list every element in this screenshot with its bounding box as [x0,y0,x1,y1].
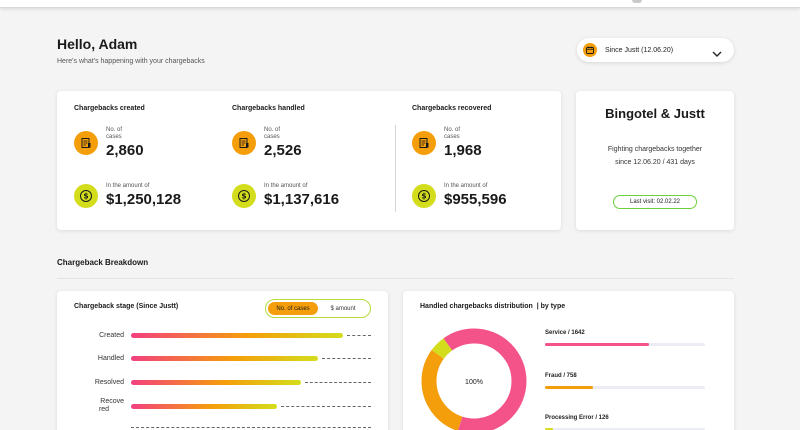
distribution-title: Handled chargebacks distribution | by ty… [420,303,566,310]
legend-item-label: Processing Error / 126 [545,415,609,421]
cases-icon [74,131,98,155]
stat-cases-row: No. of cases 1,968 [412,127,482,159]
stage-bar-label-line: Recove [100,398,124,405]
stat-title: Chargebacks handled [232,105,305,112]
legend-item: Service / 1642 [545,330,705,346]
cases-label: No. of cases [444,127,461,140]
distribution-donut: 100% [421,328,527,430]
last-visit-badge: Last visit: 02.02.22 [613,195,697,209]
dollar-coin-icon: $ [232,183,256,208]
legend-fill [545,386,593,389]
company-tagline: Fighting chargebacks together [607,146,703,153]
legend-fill [545,343,649,346]
svg-text:$: $ [83,191,88,200]
donut-center-label: 100% [465,379,483,386]
page-title: Hello, Adam [57,36,138,52]
page-subtitle: Here's what's happening with your charge… [57,58,205,65]
stats-divider [395,125,396,212]
section-divider [57,278,734,279]
distribution-title-suffix: by type [540,303,566,310]
amount-label: In the amount of [106,183,150,189]
stat-amount-row: $ In the amount of $1,250,128 [74,183,181,208]
stat-cases-row: No. of cases 2,860 [74,127,144,159]
company-since: since 12.06.20 / 431 days [615,159,695,166]
cases-value: 1,968 [444,142,482,159]
cases-label: No. of cases [264,127,281,140]
stat-amount-row: $ In the amount of $955,596 [412,183,507,208]
legend-track [545,386,705,389]
stage-bar [131,356,318,361]
stage-title: Chargeback stage (Since Justt) [74,303,179,310]
cases-icon [232,131,256,155]
stage-bar [131,333,343,338]
stage-bar-remainder [347,335,371,336]
amount-label: In the amount of [264,183,308,189]
calendar-icon [583,43,597,57]
stat-title: Chargebacks created [74,105,145,112]
section-title: Chargeback Breakdown [57,258,149,267]
stats-card: Chargebacks created No. of cases 2,860 $… [57,91,561,230]
stat-cases-row: No. of cases 2,526 [232,127,302,159]
stage-bar [131,404,277,409]
toggle-amount-option[interactable]: $ amount [330,305,356,312]
dollar-coin-icon: $ [412,183,436,208]
cases-label: No. of cases [106,127,123,140]
legend-item: Fraud / 758 [545,373,705,389]
svg-text:$: $ [421,191,426,200]
legend-item-label: Service / 1642 [545,330,585,336]
amount-value: $1,137,616 [264,191,340,208]
top-bar-indicator [632,0,642,3]
chevron-down-icon [712,45,722,63]
stage-bar-remainder [305,382,371,383]
metric-toggle[interactable]: No. of cases $ amount [265,299,371,318]
company-name: Bingotel & Justt [605,106,705,121]
distribution-title-text: Handled chargebacks distribution [420,303,533,310]
stage-bar-label: Resolved [94,379,124,386]
legend-track [545,428,705,430]
svg-text:$: $ [241,191,246,200]
legend-item: Processing Error / 126 [545,415,705,430]
stage-card: Chargeback stage (Since Justt) No. of ca… [57,291,388,430]
stage-bar-label: Recove red [84,398,124,414]
top-bar [0,0,800,8]
stage-bar-label: Created [99,332,124,339]
cases-value: 2,860 [106,142,144,159]
stage-bar-remainder [281,406,371,407]
amount-value: $1,250,128 [106,191,182,208]
amount-value: $955,596 [444,191,507,208]
stage-baseline [131,427,371,428]
legend-track [545,343,705,346]
greeting: Hello, Adam Here's what's happening with… [57,36,205,65]
dollar-coin-icon: $ [74,183,98,208]
company-card: Bingotel & Justt Fighting chargebacks to… [576,91,734,230]
stat-title: Chargebacks recovered [412,105,492,112]
date-filter-label: Since Justt (12.06.20) [605,46,674,54]
legend-item-label: Fraud / 758 [545,373,577,379]
stage-bar-remainder [322,358,371,359]
toggle-cases-option[interactable]: No. of cases [268,302,318,315]
cases-value: 2,526 [264,142,302,159]
legend-fill [545,428,553,430]
date-filter-dropdown[interactable]: Since Justt (12.06.20) [577,38,734,62]
donut-slice [421,328,527,430]
stage-bar-label: Handled [97,355,124,362]
donut-slice [421,328,527,430]
amount-label: In the amount of [444,183,488,189]
distribution-card: Handled chargebacks distribution | by ty… [403,291,734,430]
stat-amount-row: $ In the amount of $1,137,616 [232,183,339,208]
stage-bar [131,380,301,385]
stage-bar-label-line: red [98,406,110,413]
cases-icon [412,131,436,155]
